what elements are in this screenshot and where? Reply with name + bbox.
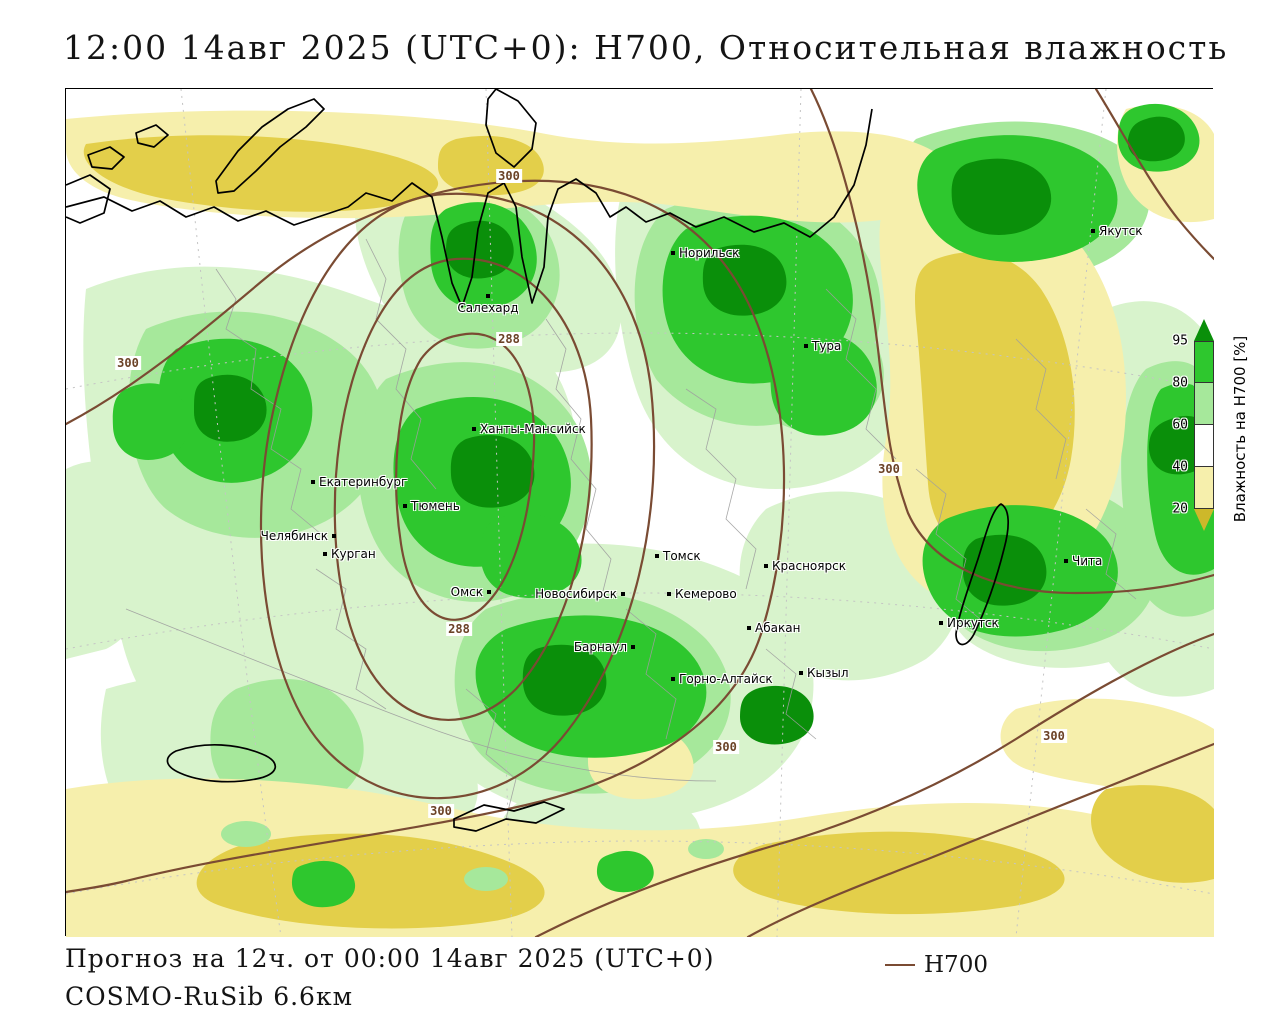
city-dot-icon (671, 251, 675, 255)
city-label: Томск (663, 549, 701, 563)
city-dot-icon (764, 564, 768, 568)
city-dot-icon (403, 504, 407, 508)
city-label: Салехард (457, 301, 519, 315)
city-dot-icon (667, 592, 671, 596)
graticule-layer (66, 89, 1214, 937)
city-label: Челябинск (260, 529, 328, 543)
city-label: Абакан (755, 621, 801, 635)
colorbar-segment (1194, 341, 1214, 383)
colorbar-tick-label: 40 (1172, 459, 1188, 475)
contour-labels-layer: 300 300 288 300 288 300 300 300 (66, 89, 1214, 937)
colorbar-axis-label: Влажность на H700 [%] (1231, 335, 1249, 523)
city-dot-icon (486, 294, 490, 298)
h700-line-swatch (885, 964, 915, 966)
city-dot-icon (1064, 559, 1068, 563)
humidity-dark-green-layer (194, 116, 1213, 745)
city-label: Кемерово (675, 587, 737, 601)
page-title: 12:00 14авг 2025 (UTC+0): H700, Относите… (63, 28, 1229, 67)
city-label: Иркутск (947, 616, 999, 630)
geopotential-contours-layer (66, 89, 1214, 937)
city-dot-icon (799, 671, 803, 675)
city-dot-icon (311, 480, 315, 484)
city-label: Тюмень (411, 499, 460, 513)
city-dot-icon (804, 344, 808, 348)
city-label: Ханты-Мансийск (480, 422, 586, 436)
contour-label: 300 (115, 356, 141, 370)
contour-label: 300 (876, 462, 902, 476)
h700-legend-label: H700 (924, 952, 988, 978)
city-label: Омск (450, 585, 483, 599)
colorbar-tick-label: 60 (1172, 417, 1188, 433)
contour-label: 300 (1041, 729, 1067, 743)
city-dot-icon (747, 626, 751, 630)
colorbar: 95 80 60 40 20 (1172, 319, 1214, 531)
colorbar-segment (1194, 467, 1214, 509)
contour-label: 300 (713, 740, 739, 754)
city-label: Чита (1072, 554, 1103, 568)
contour-label: 288 (496, 332, 522, 346)
city-dot-icon (631, 645, 635, 649)
contour-label: 300 (496, 169, 522, 183)
contour-label: 288 (446, 622, 472, 636)
city-label: Новосибирск (535, 587, 617, 601)
city-label: Кызыл (807, 666, 849, 680)
city-dot-icon (621, 592, 625, 596)
city-labels-layer: Норильск Якутск Салехард Тура Ханты-Мансийск… (66, 89, 1214, 937)
map-container: 300 300 288 300 288 300 300 300 Норильск Якутск С… (65, 88, 1249, 937)
city-dot-icon (487, 590, 491, 594)
admin-boundaries-layer (125, 238, 1137, 820)
contour-legend: H700 (885, 952, 988, 978)
city-label: Курган (331, 547, 376, 561)
city-label: Красноярск (772, 559, 846, 573)
city-dot-icon (472, 427, 476, 431)
colorbar-bottom-arrow (1194, 509, 1214, 531)
colorbar-segment (1194, 425, 1214, 467)
colorbar-tick-label: 20 (1172, 501, 1188, 517)
city-dot-icon (323, 552, 327, 556)
city-label: Барнаул (573, 640, 627, 654)
humidity-yellow-layer (83, 135, 1214, 929)
humidity-map-svg (66, 89, 1214, 937)
forecast-info: Прогноз на 12ч. от 00:00 14авг 2025 (UTC… (65, 944, 715, 973)
city-dot-icon (1091, 229, 1095, 233)
city-label: Горно-Алтайск (679, 672, 773, 686)
city-dot-icon (939, 621, 943, 625)
colorbar-tick-label: 95 (1172, 333, 1188, 349)
model-info: COSMO-RuSib 6.6км (65, 982, 354, 1011)
colorbar-segment (1194, 383, 1214, 425)
colorbar-tick-label: 80 (1172, 375, 1188, 391)
city-label: Норильск (679, 246, 740, 260)
contour-label: 300 (428, 804, 454, 818)
city-label: Якутск (1099, 224, 1143, 238)
city-dot-icon (332, 534, 336, 538)
colorbar-top-arrow (1194, 319, 1214, 341)
coastline-layer (66, 89, 1009, 832)
city-label: Тура (812, 339, 842, 353)
city-dot-icon (655, 554, 659, 558)
city-label: Екатеринбург (319, 475, 408, 489)
city-dot-icon (671, 677, 675, 681)
